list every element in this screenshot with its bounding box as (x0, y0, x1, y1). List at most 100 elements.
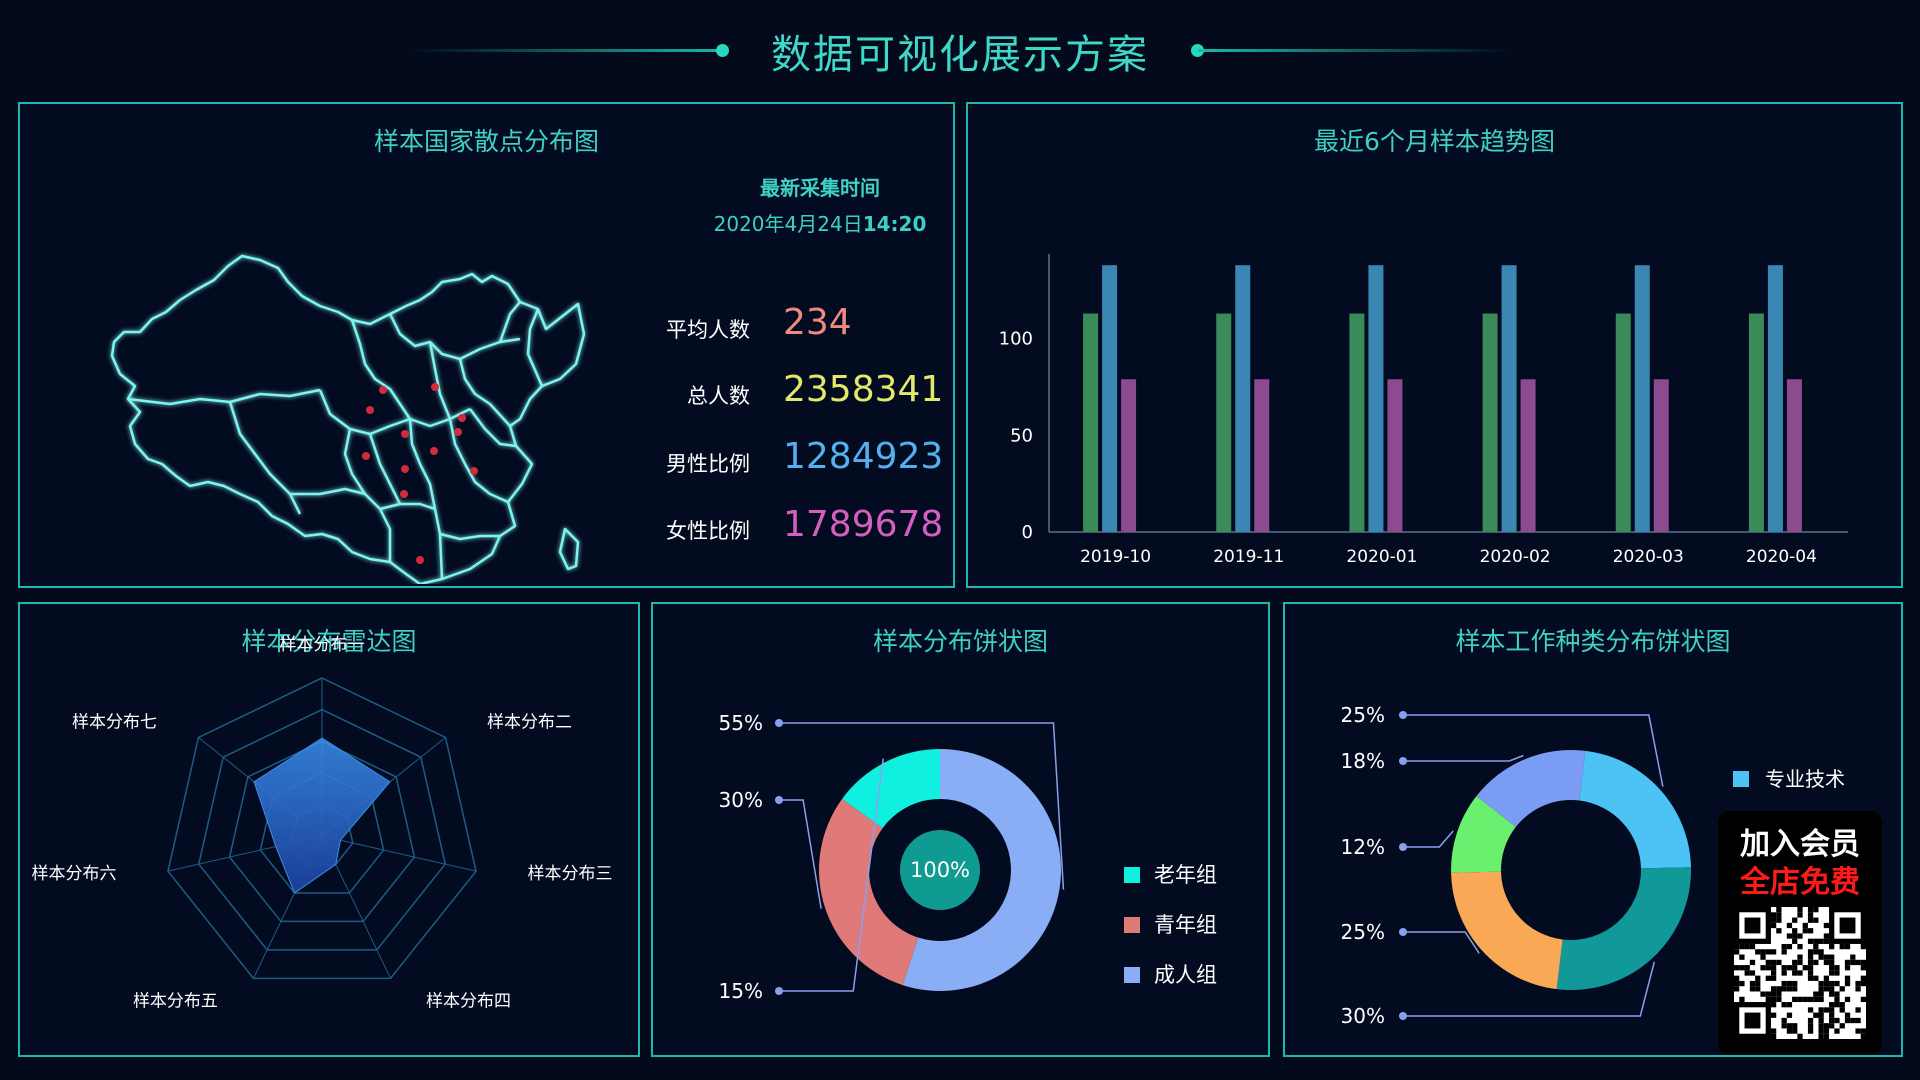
qr-module (1813, 1012, 1819, 1018)
bar (1767, 265, 1783, 532)
pie-label-leader (1403, 754, 1524, 762)
qr-module (1823, 986, 1830, 992)
pie-slice (1451, 796, 1516, 873)
pie-slice (819, 798, 919, 986)
qr-module (1734, 943, 1740, 950)
qr-module (1792, 1023, 1798, 1029)
pie-panel: 样本分布饼状图 100% 55% 30% 15% 老年组 青年组 成人组 (651, 602, 1270, 1057)
qr-module (1781, 970, 1787, 976)
qr-module (1834, 1002, 1840, 1008)
qr-module (1734, 949, 1740, 955)
qr-module (1807, 996, 1814, 1003)
qr-module (1797, 943, 1803, 950)
qr-module (1765, 959, 1771, 966)
pie-slice (842, 749, 940, 829)
pie-slice (1556, 867, 1691, 990)
radar-panel: 样本分布雷达图 样本分布一 样本分布二 样本分布三 样本分布四 样本分布五 样本分布六 样本… (18, 602, 640, 1057)
pie-center-label: 100% (910, 858, 970, 882)
title-deco-right (1198, 49, 1513, 52)
radar-indicator-label: 样本分布三 (528, 864, 613, 884)
qr-module (1813, 975, 1819, 981)
qr-module (1844, 1017, 1851, 1024)
pie-slice-label: 55% (719, 711, 763, 735)
qr-module (1802, 928, 1808, 934)
map-scatter-points (362, 383, 478, 564)
qr-module (1755, 949, 1761, 955)
qr-module (1792, 938, 1798, 944)
qr-module (1760, 965, 1766, 971)
qr-module (1818, 991, 1824, 997)
qr-module (1760, 991, 1766, 997)
qr-module (1818, 949, 1824, 955)
bar-panel: 最近6个月样本趋势图 0 50 100 2019-10 2019-11 2020-01 20… (966, 102, 1903, 588)
qr-module (1786, 922, 1793, 929)
qr-module (1781, 943, 1787, 950)
pie-slice-label: 12% (1341, 835, 1385, 859)
qr-module (1802, 922, 1808, 929)
qr-module (1829, 1017, 1835, 1024)
pie-legend-label: 成人组 (1154, 963, 1217, 987)
qr-module (1749, 986, 1756, 992)
radar-panel-title: 样本分布雷达图 (241, 627, 417, 656)
qr-module (1781, 1023, 1787, 1029)
qr-module (1776, 991, 1782, 997)
qr-module (1786, 1012, 1793, 1018)
bar-x-tick-label: 2020-02 (1480, 547, 1551, 567)
qr-module (1792, 933, 1798, 939)
qr-module (1786, 933, 1793, 939)
qr-module (1829, 959, 1835, 966)
qr-module (1797, 912, 1803, 918)
qr-module (1770, 917, 1777, 923)
qr-module (1834, 996, 1840, 1003)
qr-module (1818, 938, 1824, 944)
qr-module (1770, 1033, 1777, 1039)
pie-slice (1579, 750, 1691, 869)
qr-module (1797, 954, 1803, 960)
qr-module (1855, 1017, 1861, 1024)
pie-label-dot (1399, 1012, 1407, 1020)
pie-label-leader (779, 722, 1065, 890)
qr-module (1786, 1028, 1793, 1034)
qr-module (1792, 980, 1798, 987)
qr-module (1818, 1012, 1824, 1018)
pie-slice (902, 749, 1061, 991)
stat-value-total: 2358341 (783, 369, 944, 410)
qr-module (1860, 1028, 1866, 1034)
pie-label-leader (1403, 714, 1664, 787)
qr-module (1781, 1002, 1787, 1008)
qr-finder (1744, 917, 1761, 934)
qr-module (1770, 996, 1777, 1003)
qr-module (1770, 1002, 1777, 1008)
qr-module (1765, 991, 1771, 997)
qr-module (1818, 1028, 1824, 1034)
bar (1216, 313, 1232, 532)
qr-module (1770, 922, 1777, 929)
radar-ring (167, 677, 477, 980)
stat-value-avg: 234 (783, 302, 852, 343)
member-promo-badge[interactable]: 加入会员 全店免费 (1718, 811, 1882, 1055)
qr-module (1807, 959, 1814, 966)
pie-slice-label: 15% (719, 979, 763, 1003)
qr-module (1818, 1017, 1824, 1024)
qr-module (1807, 970, 1814, 976)
pie-slice (1476, 750, 1586, 827)
qr-module (1823, 938, 1830, 944)
qr-module (1770, 970, 1777, 976)
pie-slice-label: 18% (1341, 749, 1385, 773)
title-deco-left (410, 49, 725, 52)
qr-module (1844, 965, 1851, 971)
qr-module (1792, 928, 1798, 934)
qr-module (1755, 975, 1761, 981)
china-map (110, 254, 586, 584)
qr-module (1797, 1033, 1803, 1039)
qr-module (1818, 954, 1824, 960)
pie-slice-label: 25% (1341, 920, 1385, 944)
map-panel-title: 样本国家散点分布图 (373, 127, 599, 156)
qr-module (1786, 965, 1793, 971)
qr-module (1807, 938, 1814, 944)
pie-legend-swatch (1124, 967, 1140, 983)
qr-module (1844, 943, 1851, 950)
qr-module (1860, 975, 1866, 981)
qr-module (1844, 1012, 1851, 1018)
bar-x-tick-label: 2020-04 (1746, 547, 1817, 567)
